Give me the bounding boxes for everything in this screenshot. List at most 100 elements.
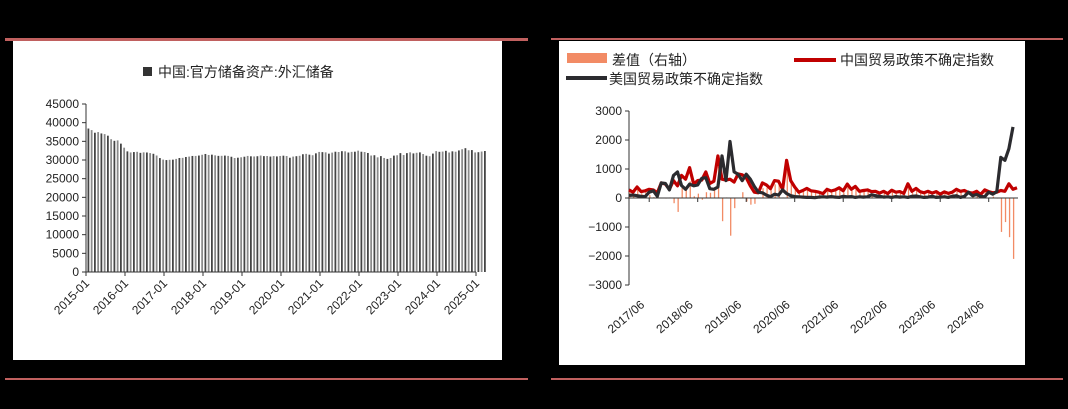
bar xyxy=(90,130,93,272)
bar xyxy=(188,156,191,272)
bar xyxy=(201,154,204,272)
bar xyxy=(367,152,369,272)
bar xyxy=(172,159,174,272)
diff-bar xyxy=(693,196,695,198)
bar xyxy=(113,140,116,272)
bar xyxy=(448,152,451,272)
bar xyxy=(441,151,444,272)
bar xyxy=(321,152,324,272)
legend-diff-label: 差值（右轴） xyxy=(612,52,696,68)
bar xyxy=(159,158,161,272)
y-tick-label: −3000 xyxy=(588,278,622,292)
fx-reserves-bar-chart: 中国:官方储备资产:外汇储备 0 5000 10000 15000 20000 25000… xyxy=(46,64,486,317)
bar xyxy=(282,155,285,272)
diff-bar xyxy=(754,198,756,204)
diff-bar xyxy=(839,188,841,198)
x-tick-label: 2017/06 xyxy=(605,297,647,336)
bar xyxy=(428,156,431,272)
diff-bar xyxy=(649,195,651,198)
x-tick-label: 2015-01 xyxy=(51,276,92,317)
bar xyxy=(376,157,379,272)
bar xyxy=(311,155,314,272)
x-tick-label: 2022-01 xyxy=(324,276,365,317)
bar xyxy=(266,155,269,272)
bar xyxy=(422,154,425,272)
diff-bar xyxy=(827,190,829,198)
y-tick-label: 45000 xyxy=(46,97,80,111)
diff-bar xyxy=(899,192,902,198)
bar xyxy=(94,132,96,272)
x-tick-label: 2022/06 xyxy=(847,297,889,336)
y-tick-label: 2000 xyxy=(595,133,622,147)
bar xyxy=(464,148,467,272)
bar xyxy=(360,151,363,272)
diff-bar xyxy=(721,198,724,222)
bottom-rule-right xyxy=(551,378,1063,380)
bar xyxy=(139,152,142,272)
y-tick-label: 10000 xyxy=(46,228,80,242)
bar xyxy=(129,152,132,272)
diff-bar xyxy=(709,192,712,198)
diff-bar xyxy=(907,184,910,198)
bar xyxy=(344,151,347,272)
bar xyxy=(458,150,460,272)
bar xyxy=(432,153,434,272)
legend-label: 中国:官方储备资产:外汇储备 xyxy=(158,64,334,80)
x-tick-label: 2020-01 xyxy=(246,276,287,317)
x-tick-label: 2024-01 xyxy=(402,276,443,317)
bar xyxy=(181,157,184,272)
bar xyxy=(318,151,321,272)
fx-reserves-chart-panel: 中国:官方储备资产:外汇储备 0 5000 10000 15000 20000 25000… xyxy=(13,41,502,360)
x-tick-label: 2019-01 xyxy=(207,276,248,317)
bar xyxy=(220,155,223,272)
bar xyxy=(126,151,129,272)
x-axis: 2015-012016-012017-012018-012019-012020-… xyxy=(51,271,482,317)
bar xyxy=(370,155,373,272)
diff-bar xyxy=(681,187,683,198)
y-tick-label: 40000 xyxy=(46,116,80,130)
bar xyxy=(298,155,301,272)
bar xyxy=(269,156,272,272)
diff-bar xyxy=(806,189,809,198)
diff-bar xyxy=(790,182,792,198)
bar xyxy=(484,151,486,272)
diff-bar xyxy=(705,192,708,198)
bar xyxy=(165,160,168,272)
bar xyxy=(402,155,405,272)
diff-bar xyxy=(847,185,849,198)
bar xyxy=(243,156,246,272)
bar xyxy=(256,156,259,272)
bar xyxy=(412,153,415,272)
bar xyxy=(240,157,243,272)
legend: 中国:官方储备资产:外汇储备 xyxy=(143,64,334,80)
x-tick-label: 2019/06 xyxy=(702,297,744,336)
bar xyxy=(246,155,249,272)
diff-bar xyxy=(778,184,780,198)
legend-diff-swatch-icon xyxy=(567,53,607,63)
bar xyxy=(324,152,327,272)
diff-bar xyxy=(835,190,837,198)
bar xyxy=(419,152,421,272)
bar xyxy=(100,133,103,272)
lines xyxy=(628,126,1018,200)
top-rule-left xyxy=(5,38,528,41)
bar xyxy=(198,155,200,272)
bar xyxy=(373,155,376,272)
diff-bar xyxy=(1000,198,1003,232)
bar xyxy=(477,152,480,272)
bar xyxy=(435,151,438,272)
bar xyxy=(380,156,382,272)
diff-bar xyxy=(766,187,768,198)
diff-bar xyxy=(891,190,894,198)
bar xyxy=(399,153,402,272)
bar xyxy=(87,128,90,272)
y-tick-label: 0 xyxy=(72,265,79,279)
bar xyxy=(230,156,233,272)
bar xyxy=(204,153,207,272)
bar xyxy=(328,153,330,272)
x-tick-label: 2018-01 xyxy=(168,276,209,317)
y-axis: −3000 −2000 −1000 0 1000 2000 3000 xyxy=(588,104,630,292)
diff-bar xyxy=(637,189,639,198)
bar xyxy=(383,157,386,272)
diff-bar xyxy=(689,181,691,198)
